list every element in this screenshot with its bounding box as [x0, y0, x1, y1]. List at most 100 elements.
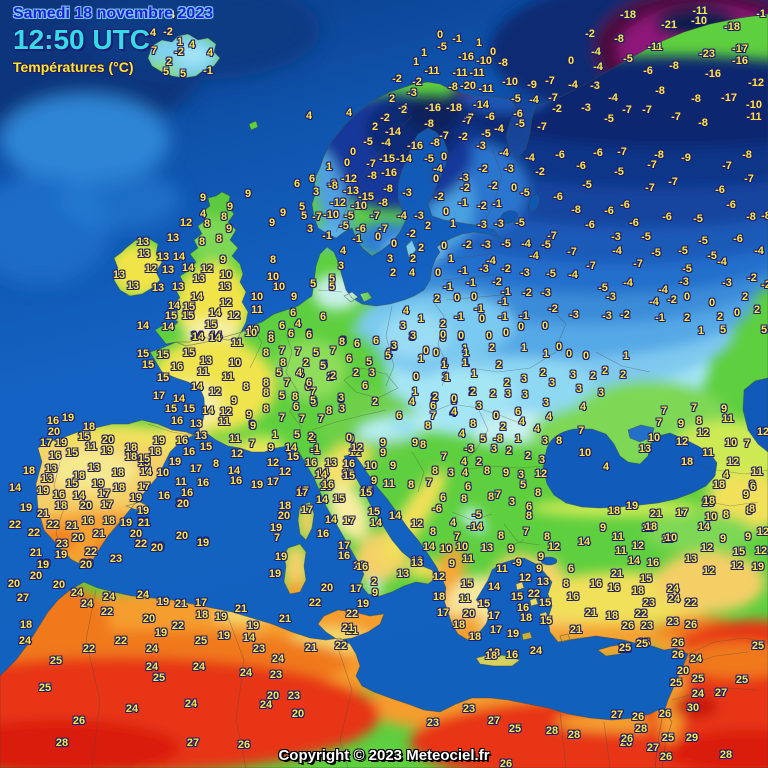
temp-label: -8 — [424, 118, 434, 130]
temp-label: 8 — [419, 439, 427, 451]
temp-label: 14 — [577, 536, 591, 548]
temp-label: 4 — [460, 456, 468, 468]
temp-label: 6 — [289, 307, 297, 319]
temp-label: -2 — [488, 180, 498, 192]
temp-label: 18 — [607, 505, 621, 517]
temp-label: 2 — [400, 104, 408, 116]
temp-label: 4 — [461, 467, 469, 479]
temp-label: 2 — [329, 370, 337, 382]
temp-label: 8 — [460, 493, 468, 505]
temp-label: 12 — [756, 526, 768, 538]
temp-label: 24 — [667, 593, 681, 605]
temp-label: 0 — [708, 297, 716, 309]
temp-label: -20 — [460, 80, 476, 92]
temp-label: 1 — [412, 56, 420, 68]
temp-label: 20 — [79, 500, 93, 512]
temp-label: 3 — [399, 320, 407, 332]
temp-label: 16 — [48, 450, 62, 462]
temp-label: 0 — [436, 29, 444, 41]
temp-label: 19 — [61, 412, 75, 424]
temp-label: -8 — [571, 204, 581, 216]
temp-label: 0 — [345, 432, 353, 444]
temp-label: 8 — [220, 211, 228, 223]
temp-label: -3 — [602, 310, 612, 322]
temp-label: 4 — [297, 368, 305, 380]
temp-label: -8 — [378, 197, 388, 209]
temp-label: 19 — [154, 627, 168, 639]
temp-label: 28 — [634, 723, 648, 735]
temp-label: 24 — [689, 653, 703, 665]
temp-label: 23 — [640, 620, 654, 632]
temp-label: -1 — [756, 8, 766, 20]
temp-label: 10 — [364, 460, 378, 472]
temp-label: -5 — [515, 118, 525, 130]
temp-label: 16 — [589, 578, 603, 590]
temp-label: 3 — [521, 389, 529, 401]
temp-label: 19 — [274, 551, 288, 563]
temp-label: 11 — [751, 466, 763, 478]
temp-label: -8 — [746, 211, 756, 223]
temp-label: -6 — [356, 223, 366, 235]
temp-label: 3 — [548, 377, 556, 389]
temp-label: 18 — [124, 451, 138, 463]
country-borders — [53, 115, 768, 768]
temp-label: 6 — [305, 377, 313, 389]
temp-label: 6 — [305, 328, 313, 340]
temp-label: 28 — [719, 749, 733, 761]
temp-label: -3 — [494, 218, 504, 230]
temp-label: 3 — [386, 253, 394, 265]
temp-label: 10 — [246, 324, 260, 336]
temp-label: 3 — [508, 496, 516, 508]
temp-label: -4 — [398, 102, 408, 114]
temp-label: 27 — [186, 737, 200, 749]
temp-label: 2 — [469, 386, 477, 398]
temp-label: 15 — [182, 403, 196, 415]
temp-label: 18 — [195, 609, 209, 621]
temp-label: 17 — [194, 597, 208, 609]
temp-label: 2 — [503, 377, 511, 389]
temp-label: -5 — [582, 179, 592, 191]
temp-label: 8 — [262, 377, 270, 389]
temp-label: -6 — [585, 219, 595, 231]
temp-label: 15 — [164, 310, 178, 322]
temp-label: 8 — [745, 505, 753, 517]
temp-label: 8 — [748, 503, 756, 515]
temp-label: 12 — [547, 541, 561, 553]
temp-label: 12 — [208, 386, 222, 398]
temp-label: 4 — [149, 27, 157, 39]
temp-label: 9 — [677, 418, 685, 430]
temp-label: 23 — [55, 538, 69, 550]
temp-label: 12 — [410, 518, 424, 530]
temp-label: 19 — [19, 502, 33, 514]
temp-label: -3 — [606, 291, 616, 303]
temp-label: 9 — [219, 254, 227, 266]
temp-label: 2 — [352, 367, 360, 379]
temp-label: 5 — [312, 347, 320, 359]
temp-label: 24 — [70, 587, 84, 599]
temp-label: 24 — [125, 703, 139, 715]
temp-label: -1 — [310, 443, 320, 455]
temp-label: 3 — [475, 400, 483, 412]
temp-label: 1 — [411, 386, 419, 398]
temp-label: 13 — [137, 248, 151, 260]
temp-label: 7 — [298, 413, 306, 425]
temp-label: -7 — [462, 115, 472, 127]
temp-label: 1 — [325, 161, 333, 173]
temp-label: -10 — [476, 55, 492, 67]
temp-label: -6 — [643, 65, 653, 77]
temp-label: -11 — [452, 67, 468, 79]
temp-label: 22 — [334, 640, 348, 652]
temp-label: 5 — [293, 429, 301, 441]
temp-label: -4 — [568, 79, 578, 91]
temp-label: 5 — [384, 350, 392, 362]
temp-label: 9 — [742, 489, 750, 501]
temp-label: 19 — [196, 537, 210, 549]
temp-label: 8 — [338, 336, 346, 348]
temp-label: 0 — [439, 329, 447, 341]
temp-label: 16 — [196, 477, 210, 489]
temp-label: 3 — [337, 393, 345, 405]
temp-label: 11 — [383, 478, 395, 490]
temp-label: -10 — [691, 15, 707, 27]
temp-label: 19 — [136, 505, 150, 517]
